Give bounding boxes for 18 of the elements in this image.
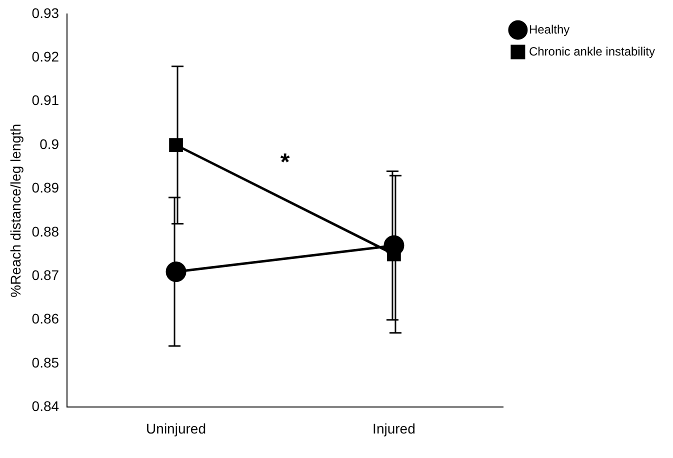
y-tick-label: 0.86	[32, 310, 60, 327]
y-tick-label: 0.93	[32, 4, 60, 21]
y-tick-label: 0.84	[32, 398, 60, 414]
x-tick-label: Injured	[372, 420, 416, 436]
y-tick-label: 0.87	[32, 266, 60, 283]
y-tick-label: 0.89	[32, 180, 60, 196]
y-tick-label: 0.92	[32, 48, 60, 65]
y-tick-label: 0.9	[40, 136, 60, 152]
x-tick-label: Uninjured	[146, 420, 206, 436]
point	[166, 262, 186, 282]
y-tick-label: 0.85	[32, 354, 60, 370]
y-tick-label: 0.91	[32, 92, 60, 108]
legend-label: Healthy	[528, 22, 570, 36]
point	[169, 138, 183, 152]
y-axis-title: %Reach distance/leg length	[7, 124, 24, 298]
y-tick-label: 0.88	[32, 223, 60, 240]
annotation: *	[280, 149, 290, 176]
legend-label: Chronic ankle instability	[528, 44, 656, 58]
